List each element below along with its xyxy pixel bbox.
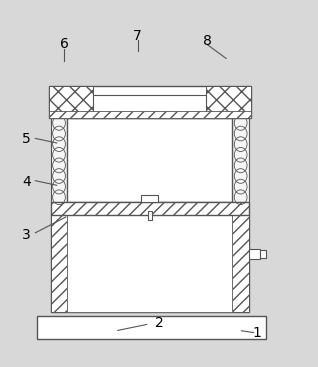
Bar: [49, 86, 251, 118]
Text: 6: 6: [60, 37, 69, 51]
Bar: [232, 118, 249, 202]
Bar: [142, 195, 158, 202]
Text: 5: 5: [22, 132, 31, 146]
Bar: [232, 215, 249, 312]
Bar: [51, 118, 67, 202]
Bar: [206, 86, 251, 118]
Bar: [49, 86, 93, 118]
Bar: [51, 215, 249, 312]
Bar: [51, 202, 249, 215]
Text: 4: 4: [22, 175, 31, 189]
Text: 1: 1: [252, 326, 261, 340]
Bar: [148, 211, 152, 220]
Text: 2: 2: [155, 316, 163, 330]
Bar: [51, 215, 67, 312]
Bar: [37, 316, 266, 338]
Bar: [49, 111, 251, 118]
Bar: [93, 95, 206, 115]
Bar: [67, 118, 232, 202]
Text: 7: 7: [133, 29, 142, 43]
Bar: [67, 215, 232, 312]
Bar: [249, 249, 260, 259]
Bar: [260, 250, 266, 258]
Text: 3: 3: [22, 228, 31, 241]
Text: 8: 8: [204, 34, 212, 48]
